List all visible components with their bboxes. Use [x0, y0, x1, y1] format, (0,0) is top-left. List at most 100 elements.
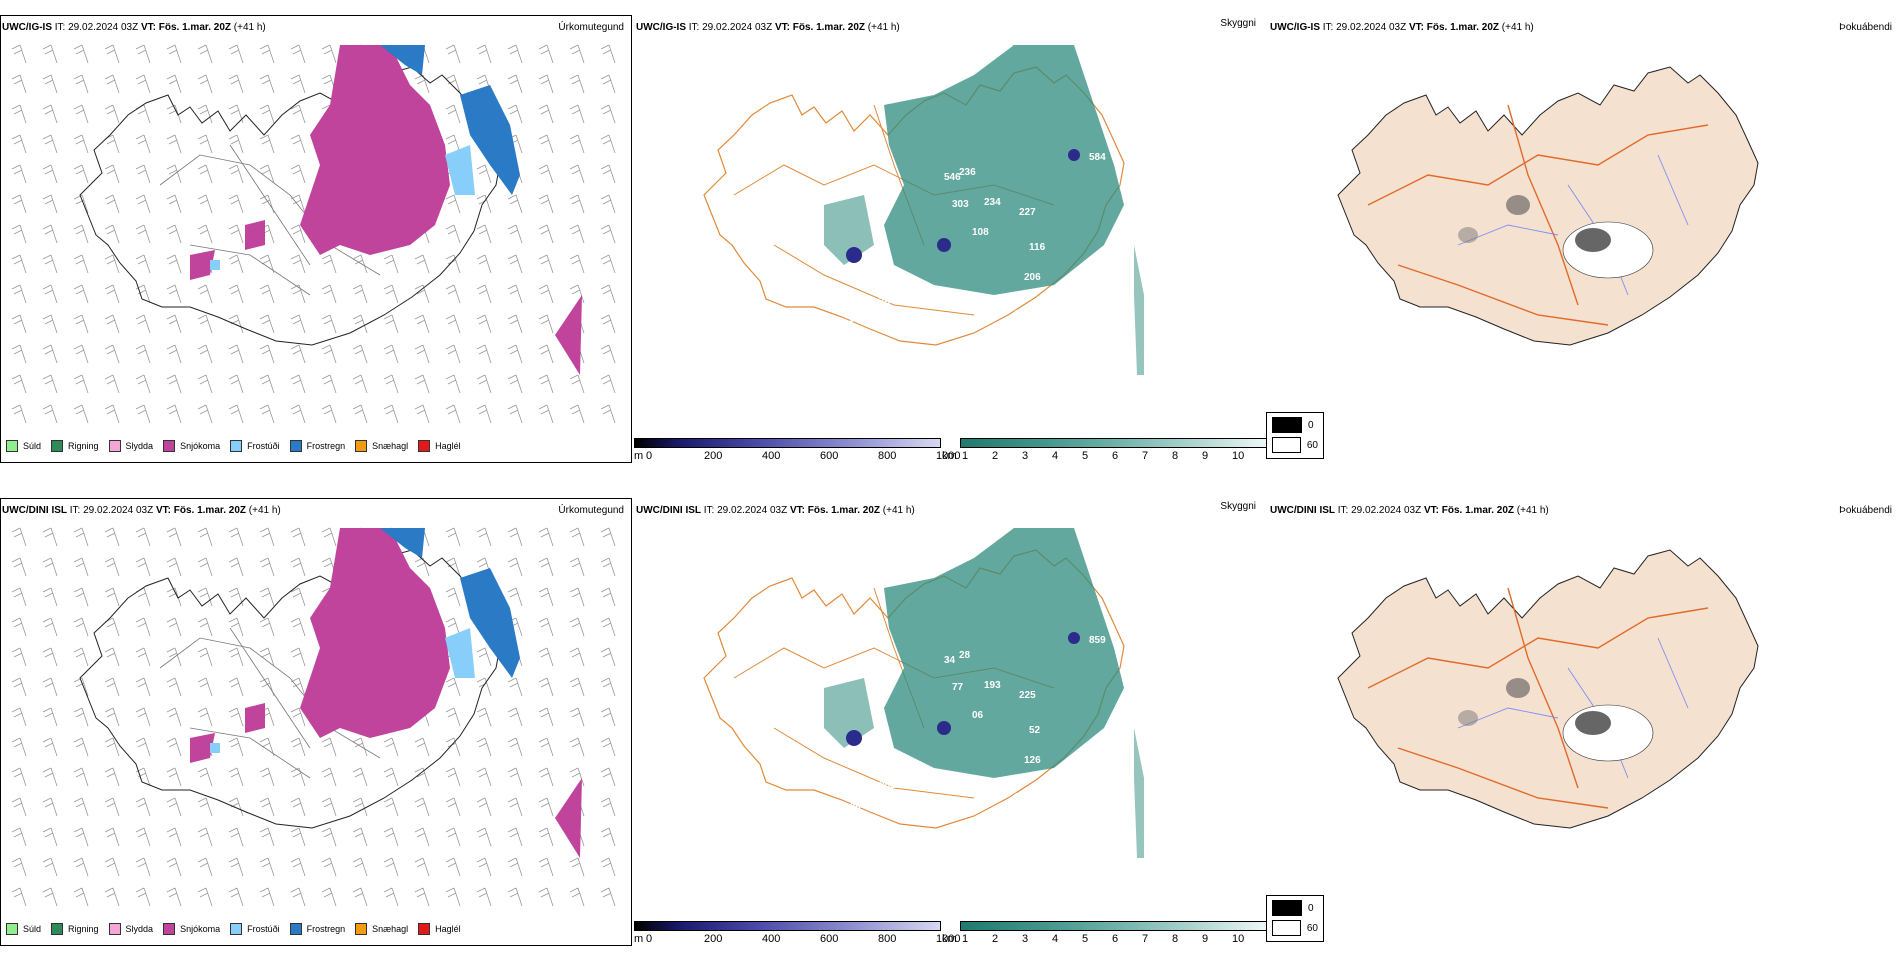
legend-item: Frostregn	[289, 923, 345, 935]
legend-label: Frostúði	[247, 924, 280, 934]
model-name: UWC/DINI ISL	[2, 505, 67, 516]
visibility-value-label: 206	[1024, 272, 1041, 283]
it-label: IT:	[69, 505, 81, 516]
cloud-base-tick: 400	[762, 933, 781, 945]
panel-frame	[0, 498, 632, 946]
visibility-unit: km	[942, 450, 957, 462]
visibility-tick: 1	[962, 450, 969, 462]
visibility-tick: 3	[1022, 933, 1029, 945]
legend-swatch	[418, 923, 431, 935]
legend-label: Snjókoma	[180, 441, 221, 451]
model-name: UWC/IG-IS	[1270, 22, 1320, 33]
panel-type-label: Skyggni	[1220, 18, 1256, 29]
visibility-value-label: 584	[1089, 152, 1106, 163]
visibility-value-label: 859	[1089, 635, 1106, 646]
cloud-base-colorbar	[634, 438, 941, 448]
visibility-value-label: 151	[1079, 758, 1096, 769]
lead-time: (+41 h)	[1501, 22, 1534, 33]
visibility-value-label: 28	[959, 650, 971, 661]
visibility-value-label: 325	[949, 772, 966, 783]
legend-item: Rigning	[51, 923, 99, 935]
visibility-value-label: 76	[879, 297, 891, 308]
visibility-value-label: 551	[1124, 144, 1141, 155]
fog-swatch-black	[1272, 417, 1302, 433]
visibility-value-label: 225	[1019, 690, 1036, 701]
cloud-base-tick: 1000	[936, 450, 961, 462]
cloud-base-unit: m	[634, 450, 644, 462]
panel-type-label: Úrkomutegund	[558, 505, 624, 516]
fog-swatch-white	[1272, 920, 1301, 936]
it-value: 29.02.2024 03Z	[83, 505, 154, 516]
it-value: 29.02.2024 03Z	[702, 22, 773, 33]
visibility-value-label: 06	[972, 710, 984, 721]
legend-swatch	[108, 440, 121, 452]
visibility-value-label: 303	[952, 199, 969, 210]
visibility-value-label: 169	[1154, 665, 1171, 676]
legend-swatch	[230, 440, 243, 452]
legend-label: Frostregn	[306, 441, 346, 451]
lead-time: (+41 h)	[248, 505, 281, 516]
panel-frame	[0, 15, 632, 463]
visibility-unit: km	[942, 933, 957, 945]
visibility-value-label: 106	[844, 802, 861, 813]
visibility-value-label: 207	[1109, 309, 1126, 320]
legend-item: Frostúði	[230, 923, 280, 935]
visibility-tick: 10	[1232, 933, 1245, 945]
cloud-base-tick: 800	[878, 450, 897, 462]
legend-label: Rigning	[68, 441, 99, 451]
fog-legend-high: 60	[1306, 922, 1318, 934]
visibility-value-label: 227	[1019, 207, 1036, 218]
visibility-value-label: 249	[1109, 792, 1126, 803]
panel-title: UWC/DINI ISL IT: 29.02.2024 03Z VT: Fös.…	[2, 505, 281, 516]
vt-value: Fös. 1.mar. 20Z	[1441, 505, 1515, 516]
legend-label: Rigning	[68, 924, 99, 934]
fog-legend-low: 0	[1308, 902, 1314, 914]
visibility-tick: 1	[962, 933, 969, 945]
panel-type-label: Skyggni	[1220, 501, 1256, 512]
legend-item: Slydda	[108, 440, 153, 452]
fog-legend-row: 0	[1272, 900, 1318, 916]
visibility-value-label: 223	[1134, 199, 1151, 210]
legend-label: Haglél	[435, 924, 461, 934]
precip-type-legend: Súld Rigning Slydda Snjókoma Frostúði Frostre…	[6, 923, 461, 935]
legend-item: Slydda	[108, 923, 153, 935]
panel-title: UWC/IG-IS IT: 29.02.2024 03Z VT: Fös. 1.…	[636, 22, 900, 33]
it-value: 29.02.2024 03Z	[1351, 505, 1422, 516]
legend-item: Snjókoma	[163, 923, 220, 935]
legend-item: Haglél	[418, 440, 461, 452]
visibility-tick: 6	[1112, 450, 1119, 462]
legend-label: Snæhagl	[372, 924, 409, 934]
model-name: UWC/DINI ISL	[1270, 505, 1335, 516]
legend-item: Frostúði	[230, 440, 280, 452]
fog-legend-row: 60	[1272, 920, 1318, 936]
fog-legend-high: 60	[1306, 439, 1318, 451]
visibility-tick: 5	[1082, 450, 1089, 462]
legend-label: Snæhagl	[372, 441, 409, 451]
legend-swatch	[355, 440, 368, 452]
it-value: 29.02.2024 03Z	[1336, 22, 1407, 33]
visibility-value-label: 114	[1056, 305, 1073, 316]
cloud-base-tick: 600	[820, 450, 839, 462]
legend-swatch	[230, 923, 243, 935]
panel-type-label: Þokuábendi	[1839, 22, 1892, 33]
visibility-tick: 5	[1082, 933, 1089, 945]
fog-index-panel: UWC/DINI ISL IT: 29.02.2024 03Z VT: Fös.…	[1268, 483, 1900, 953]
it-value: 29.02.2024 03Z	[68, 22, 139, 33]
panel-type-label: Úrkomutegund	[558, 22, 624, 33]
legend-label: Snjókoma	[180, 924, 221, 934]
cloud-base-tick: 400	[762, 450, 781, 462]
forecast-row-1: UWC/IG-IS IT: 29.02.2024 03Z VT: Fös. 1.…	[0, 0, 1900, 470]
visibility-value-label: 168	[1179, 682, 1196, 693]
legend-label: Frostúði	[247, 441, 280, 451]
vt-value: Fös. 1.mar. 20Z	[158, 22, 232, 33]
vt-value: Fös. 1.mar. 20Z	[173, 505, 247, 516]
visibility-value-label: 234	[984, 197, 1001, 208]
visibility-value-label: 142	[1014, 309, 1031, 320]
panel-title: UWC/DINI ISL IT: 29.02.2024 03Z VT: Fös.…	[1270, 505, 1549, 516]
visibility-value-label: 218	[1079, 275, 1096, 286]
visibility-tick: 7	[1142, 450, 1149, 462]
vt-value: Fös. 1.mar. 20Z	[792, 22, 866, 33]
it-label: IT:	[1337, 505, 1349, 516]
